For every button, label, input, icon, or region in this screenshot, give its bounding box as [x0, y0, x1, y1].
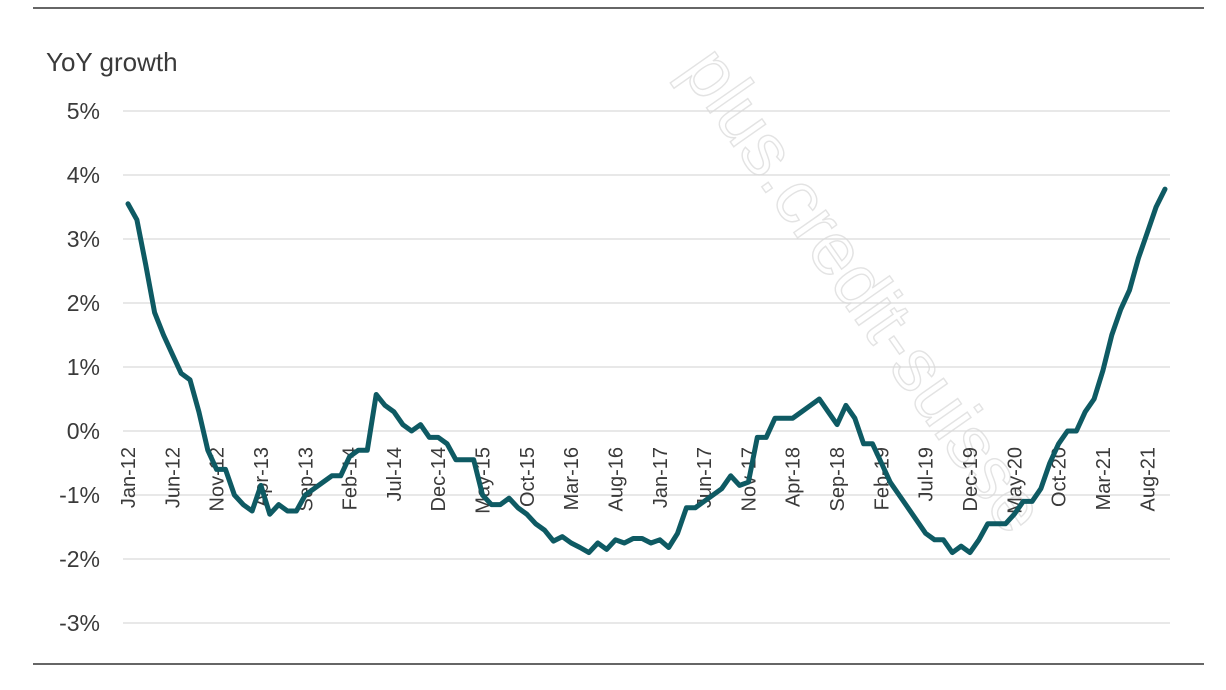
- y-tick-label: 3%: [67, 226, 100, 252]
- x-tick-label: Oct-15: [517, 447, 539, 507]
- x-tick-label: Feb-19: [871, 447, 893, 510]
- x-tick-label: Dec-14: [428, 447, 450, 511]
- x-tick-label: Sep-18: [827, 447, 849, 512]
- series-layer: [125, 186, 1168, 556]
- x-tick-label: Mar-16: [561, 447, 583, 510]
- y-tick-labels: 5% 4% 3% 2% 1% 0% -1% -2% -3%: [59, 98, 100, 636]
- x-tick-label: Aug-16: [605, 447, 627, 512]
- x-tick-label: Sep-13: [295, 447, 317, 512]
- y-tick-label: -1%: [59, 482, 100, 508]
- x-tick-label: Jul-14: [384, 447, 406, 501]
- x-tick-label: Jun-17: [694, 447, 716, 508]
- y-tick-label: 1%: [67, 354, 100, 380]
- y-tick-label: -3%: [59, 610, 100, 636]
- x-tick-label: Oct-20: [1049, 447, 1071, 507]
- x-tick-label: Aug-21: [1137, 447, 1159, 512]
- y-tick-label: 4%: [67, 162, 100, 188]
- y-tick-label: 2%: [67, 290, 100, 316]
- gridlines: [123, 110, 1170, 624]
- x-tick-label: Jun-12: [162, 447, 184, 508]
- y-axis-title: YoY growth: [46, 47, 178, 77]
- x-tick-label: May-15: [473, 447, 495, 514]
- series-line: [125, 186, 1168, 556]
- x-tick-label: Jan-12: [118, 447, 140, 508]
- y-tick-label: -2%: [59, 546, 100, 572]
- y-tick-label: 5%: [67, 98, 100, 124]
- x-tick-label: Jan-17: [650, 447, 672, 508]
- x-tick-label: Mar-21: [1093, 447, 1115, 510]
- x-tick-label: Dec-19: [960, 447, 982, 511]
- x-tick-label: Jul-19: [916, 447, 938, 501]
- y-tick-label: 0%: [67, 418, 100, 444]
- x-tick-label: Apr-18: [783, 447, 805, 507]
- x-tick-label: May-20: [1004, 447, 1026, 514]
